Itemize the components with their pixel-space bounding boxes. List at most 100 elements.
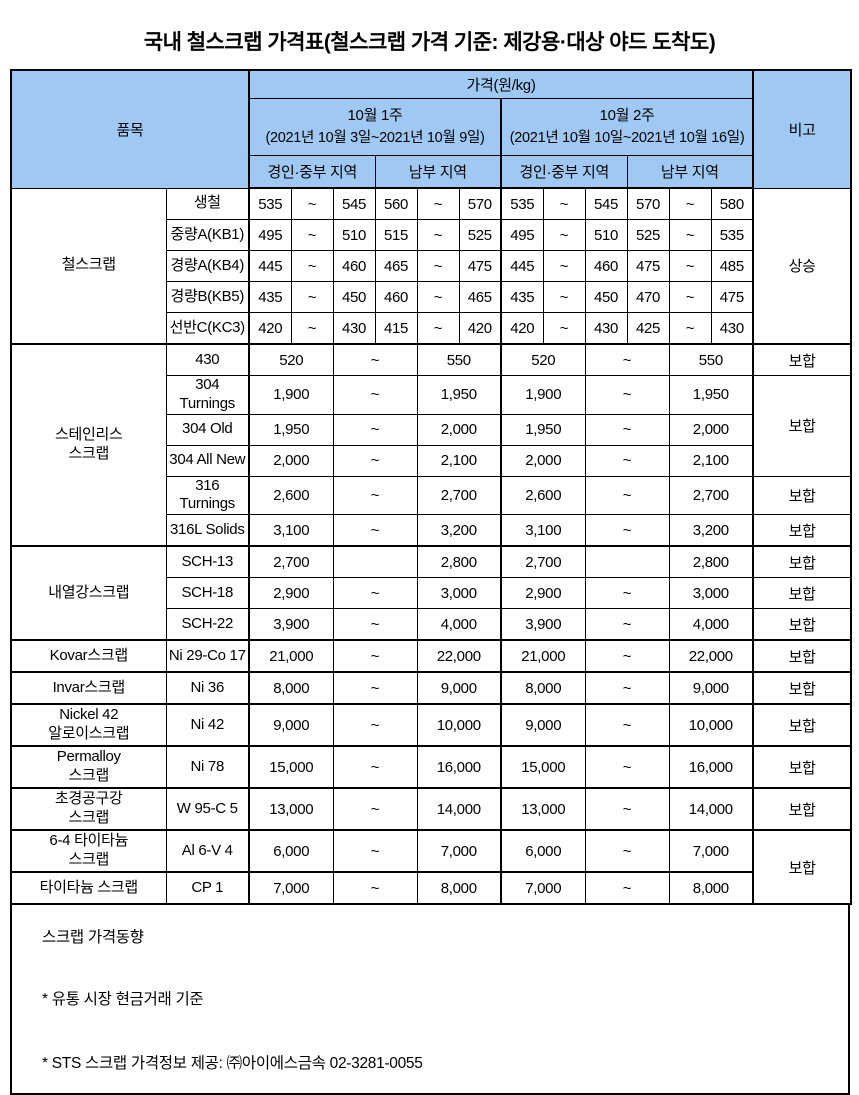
price-tilde: ~ (332, 787, 418, 831)
remark-cell: 보합 (752, 829, 852, 905)
price-table: 품목 가격(원/kg) 비고 10월 1주 (2021년 10월 3일~2021… (10, 69, 853, 905)
price-max: 1,950 (668, 375, 754, 415)
table-row: 타이타늄 스크랩 CP 1 7,000 ~8,000 7,000 ~8,000 (10, 871, 851, 905)
item-cell: Ni 42 (165, 703, 250, 747)
price-max: 550 (416, 343, 502, 376)
price-max: 580 (710, 187, 754, 220)
group-cell: 철스크랩 (10, 187, 167, 345)
table-row: SCH-18 2,900 ~3,000 2,900 ~3,000 보합 (11, 577, 852, 609)
price-tilde: ~ (668, 219, 712, 251)
price-max: 22,000 (668, 639, 754, 673)
price-tilde: ~ (332, 608, 418, 641)
price-tilde: ~ (290, 281, 334, 313)
price-min: 2,900 (248, 577, 334, 609)
price-min: 2,000 (500, 444, 586, 477)
price-min: 570 (626, 187, 670, 220)
price-tilde: ~ (332, 475, 418, 515)
price-max: 430 (584, 312, 628, 345)
price-max: 420 (458, 312, 502, 345)
price-min: 425 (626, 312, 670, 345)
price-max: 14,000 (416, 787, 502, 831)
price-min: 15,000 (500, 745, 586, 789)
price-tilde: ~ (584, 577, 670, 609)
price-min: 2,700 (500, 545, 586, 578)
price-tilde: ~ (584, 375, 670, 415)
price-min: 3,100 (248, 514, 334, 547)
group-cell: Kovar스크랩 (10, 639, 167, 673)
price-tilde: ~ (332, 703, 418, 747)
price-min: 415 (374, 312, 418, 345)
price-table-body: 철스크랩 생철 535 ~545 560 ~570 535 ~545 570 ~580 상승 중량A(… (10, 187, 852, 905)
price-max: 8,000 (668, 871, 754, 905)
table-row: SCH-22 3,900 ~4,000 3,900 ~4,000 보합 (11, 608, 852, 641)
price-min: 2,600 (500, 475, 586, 515)
price-tilde: ~ (416, 187, 460, 220)
price-max: 545 (332, 187, 376, 220)
remark-cell: 보합 (752, 745, 852, 789)
price-min: 13,000 (248, 787, 334, 831)
price-max: 535 (710, 219, 754, 251)
price-tilde: ~ (584, 787, 670, 831)
price-max: 430 (332, 312, 376, 345)
price-max: 2,700 (668, 475, 754, 515)
header-row-regions: 경인·중부 지역 남부 지역 경인·중부 지역 남부 지역 (11, 155, 851, 189)
price-min: 7,000 (248, 871, 334, 905)
price-min: 435 (500, 281, 544, 313)
table-row: 경량A(KB4) 445 ~460 465 ~475 445 ~460 475 ~485 (11, 250, 851, 282)
price-tilde: ~ (542, 281, 586, 313)
week-2-label: 10월 2주 (599, 107, 655, 125)
item-cell: 430 (165, 343, 250, 376)
price-max: 3,200 (416, 514, 502, 547)
group-cell: Invar스크랩 (10, 671, 167, 705)
item-cell: 316 Turnings (165, 475, 250, 515)
price-min: 560 (374, 187, 418, 220)
week-2-range: (2021년 10월 10일~2021년 10월 16일) (509, 130, 745, 147)
price-min: 8,000 (500, 671, 586, 705)
price-min: 21,000 (500, 639, 586, 673)
table-row: Nickel 42 알로이스크랩 Ni 42 9,000 ~10,000 9,000 ~1… (10, 703, 852, 747)
price-tilde: ~ (416, 281, 460, 313)
price-tilde: ~ (584, 608, 670, 641)
price-min: 515 (374, 219, 418, 251)
price-min: 465 (374, 250, 418, 282)
remark-cell: 보합 (752, 375, 852, 477)
price-max: 9,000 (668, 671, 754, 705)
price-max: 460 (584, 250, 628, 282)
price-tilde: ~ (332, 375, 418, 415)
price-min: 9,000 (500, 703, 586, 747)
price-min: 2,700 (248, 545, 334, 578)
table-row: 스테인리스 스크랩 430 520 ~550 520 ~550 보합 (10, 343, 852, 547)
price-max: 8,000 (416, 871, 502, 905)
price-max: 1,950 (416, 375, 502, 415)
price-min: 2,000 (248, 444, 334, 477)
remark-cell: 보합 (752, 577, 852, 609)
price-max: 2,100 (668, 444, 754, 477)
item-cell: 경량A(KB4) (165, 250, 250, 282)
item-cell: 생철 (165, 187, 250, 220)
price-min: 520 (248, 343, 334, 376)
price-tilde: ~ (584, 829, 670, 873)
price-min: 445 (248, 250, 292, 282)
price-tilde: ~ (542, 312, 586, 345)
price-min: 460 (374, 281, 418, 313)
price-max: 485 (710, 250, 754, 282)
price-tilde: ~ (584, 413, 670, 446)
price-tilde: ~ (332, 639, 418, 673)
table-row: 선반C(KC3) 420 ~430 415 ~420 420 ~430 425 ~430 (11, 312, 851, 345)
price-tilde: ~ (416, 219, 460, 251)
price-min: 21,000 (248, 639, 334, 673)
week-1-header: 10월 1주 (2021년 10월 3일~2021년 10월 9일) (248, 98, 502, 156)
price-min: 7,000 (500, 871, 586, 905)
price-max: 2,800 (668, 545, 754, 578)
price-tilde: ~ (332, 514, 418, 547)
table-row: 304 Turnings 1,900 ~1,950 1,900 ~1,950 보합 (11, 375, 852, 477)
price-tilde: ~ (584, 745, 670, 789)
price-tilde: ~ (290, 250, 334, 282)
price-tilde: ~ (332, 577, 418, 609)
price-tilde: ~ (584, 871, 670, 905)
item-cell: Al 6-V 4 (165, 829, 250, 873)
price-min: 1,900 (248, 375, 334, 415)
price-min: 3,900 (248, 608, 334, 641)
price-min: 420 (500, 312, 544, 345)
price-max: 2,700 (416, 475, 502, 515)
